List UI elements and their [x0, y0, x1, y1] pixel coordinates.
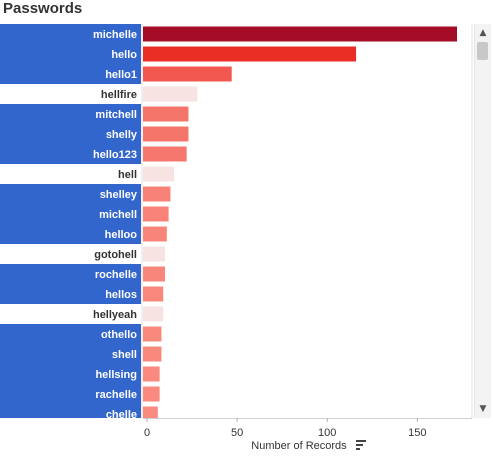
category-label: hello1 [105, 69, 137, 81]
x-tick-label: 50 [231, 427, 243, 439]
bar[interactable] [143, 246, 166, 262]
row-header-bg[interactable] [0, 204, 141, 224]
category-label: shelley [100, 189, 138, 201]
x-tick-label: 150 [408, 427, 426, 439]
category-label: michelle [93, 29, 137, 41]
sort-descending-icon[interactable] [355, 440, 366, 451]
category-label: hell [118, 169, 137, 181]
bar[interactable] [143, 26, 457, 42]
bar[interactable] [143, 106, 189, 122]
row-header-bg[interactable] [0, 344, 141, 364]
row-header-bg[interactable] [0, 144, 141, 164]
bar[interactable] [143, 126, 189, 142]
bar[interactable] [143, 266, 166, 282]
category-label: shell [112, 349, 137, 361]
bar[interactable] [143, 46, 357, 62]
bar[interactable] [143, 286, 164, 302]
bar[interactable] [143, 406, 158, 419]
category-label: helloo [105, 229, 138, 241]
row-header-bg[interactable] [0, 124, 141, 144]
row-header-bg[interactable] [0, 184, 141, 204]
row-header-bg[interactable] [0, 324, 141, 344]
row-header-bg[interactable] [0, 164, 141, 184]
bar[interactable] [143, 166, 175, 182]
row-header-bg[interactable] [0, 224, 141, 244]
bar-chart-plot: michelle hello hello1 hellfire mitchell shell… [0, 24, 473, 419]
bar[interactable] [143, 86, 198, 102]
row-header-bg[interactable] [0, 104, 141, 124]
bar[interactable] [143, 366, 160, 382]
bar[interactable] [143, 346, 162, 362]
row-header-bg[interactable] [0, 64, 141, 84]
x-tick-label: 100 [318, 427, 336, 439]
category-label: hellyeah [93, 309, 137, 321]
bar[interactable] [143, 306, 164, 322]
bar[interactable] [143, 186, 171, 202]
category-label: hellsing [95, 369, 137, 381]
row-header-bg[interactable] [0, 284, 141, 304]
row-header-bg[interactable] [0, 404, 141, 418]
category-label: hellos [105, 289, 137, 301]
category-label: mitchell [95, 109, 137, 121]
row-header-bg[interactable] [0, 24, 141, 44]
category-label: hellfire [101, 89, 137, 101]
row-header-bg[interactable] [0, 384, 141, 404]
bar[interactable] [143, 146, 187, 162]
category-label: rachelle [95, 389, 137, 401]
vertical-scrollbar[interactable]: ▲ ▼ [474, 24, 491, 418]
row-header-bg[interactable] [0, 244, 141, 264]
category-label: michell [99, 209, 137, 221]
scroll-thumb[interactable] [477, 42, 488, 60]
row-header-bg[interactable] [0, 84, 141, 104]
category-label: shelly [106, 129, 138, 141]
bar[interactable] [143, 226, 167, 242]
bar[interactable] [143, 66, 232, 82]
category-label: othello [101, 329, 137, 341]
chart-title: Passwords [3, 0, 83, 17]
row-header-bg[interactable] [0, 304, 141, 324]
category-label: gotohell [94, 249, 137, 261]
category-label: chelle [106, 409, 137, 418]
x-axis: 0 50 100 150 [143, 418, 472, 439]
bar[interactable] [143, 326, 162, 342]
x-tick-label: 0 [144, 427, 150, 439]
x-axis-title: Number of Records [0, 440, 493, 452]
category-label: rochelle [95, 269, 137, 281]
bar[interactable] [143, 386, 160, 402]
x-axis-title-label: Number of Records [251, 440, 347, 452]
bar[interactable] [143, 206, 169, 222]
row-header-bg[interactable] [0, 264, 141, 284]
scroll-up-icon[interactable]: ▲ [479, 28, 487, 38]
row-header-bg[interactable] [0, 364, 141, 384]
category-label: hello123 [93, 149, 137, 161]
chart-frame[interactable]: michelle hello hello1 hellfire mitchell shell… [0, 24, 493, 418]
row-header-bg[interactable] [0, 44, 141, 64]
scroll-down-icon[interactable]: ▼ [479, 404, 487, 414]
category-label: hello [111, 49, 137, 61]
